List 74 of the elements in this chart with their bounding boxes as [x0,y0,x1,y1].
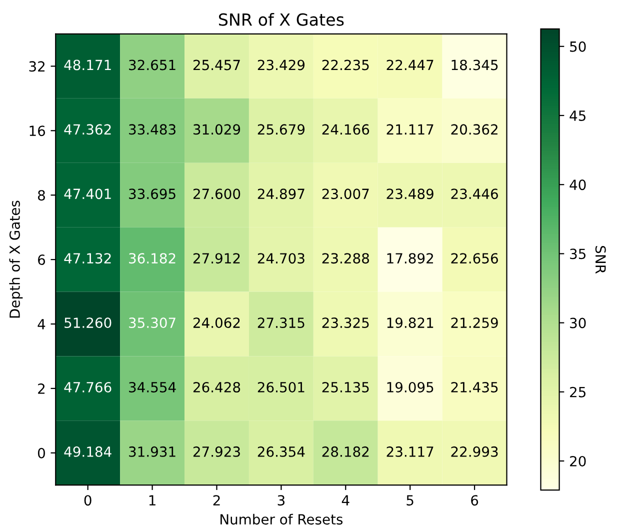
data-label: 24.703 [258,253,304,264]
data-label: 21.259 [451,318,498,328]
data-label: 28.182 [322,446,369,457]
x-tick-label: 4 [342,495,350,506]
data-label: 25.457 [193,60,240,70]
y-tick-label: 4 [38,319,46,330]
data-label: 26.428 [193,382,240,392]
data-label: 22.993 [451,446,498,457]
color-bar-label: 20 [570,456,586,466]
data-label: 25.135 [322,382,369,392]
data-label: 47.401 [64,188,111,200]
data-label: 23.429 [258,60,305,70]
data-label: 31.029 [194,124,240,135]
y-tick-label: 6 [38,254,46,266]
data-label: 27.912 [193,253,240,264]
data-label: 47.132 [64,253,111,264]
color-bar-title: SNR [595,246,606,274]
data-label: 27.315 [258,318,304,328]
data-label: 19.821 [387,318,434,328]
data-label: 33.483 [129,124,176,135]
color-bar-label: 50 [570,41,586,52]
data-label: 36.182 [129,253,176,264]
color-bar-label: 40 [570,180,586,190]
data-label: 24.166 [322,124,370,135]
color-bar-label: 25 [570,386,586,398]
data-label: 23.007 [322,188,369,200]
data-label: 21.117 [386,124,434,134]
data-label: 20.362 [451,124,498,135]
y-tick-label: 32 [29,61,45,72]
data-label: 23.288 [322,253,369,264]
y-tick-label: 16 [30,126,46,136]
data-label: 23.446 [451,188,498,200]
x-tick-label: 2 [213,495,220,506]
data-label: 49.184 [64,446,112,457]
data-label: 23.489 [386,188,434,200]
y-tick-label: 8 [38,190,45,201]
data-label: 25.679 [258,124,305,135]
data-label: 23.325 [322,318,369,328]
color-bar-label: 30 [570,318,586,328]
data-label: 48.171 [64,60,111,70]
color-bar-label: 35 [570,248,586,260]
data-label: 17.892 [387,253,433,264]
data-label: 33.695 [129,188,176,200]
y-tick-label: 2 [38,383,45,394]
data-label: 26.354 [258,446,305,457]
data-label: 21.435 [451,382,498,392]
data-label: 47.766 [64,382,112,392]
data-label: 34.554 [129,382,176,392]
data-label: 24.062 [193,318,240,328]
data-label: 51.260 [64,318,112,328]
data-label: 32.651 [129,60,176,70]
data-label: 23.117 [386,446,434,457]
x-tick-label: 0 [84,495,92,506]
data-label: 31.931 [129,446,176,457]
data-label: 18.345 [452,60,498,70]
data-label: 24.897 [258,188,304,200]
y-tick-label: 0 [38,448,45,458]
data-label: 22.447 [386,60,434,70]
data-label: 19.095 [387,382,434,392]
data-label: 22.235 [322,60,369,70]
x-tick-label: 1 [149,495,156,506]
chart-title: SNR of X Gates [218,12,344,26]
y-axis-title: Depth of X Gates [9,200,23,318]
x-tick-label: 5 [406,495,414,506]
data-label: 22.656 [451,253,498,264]
x-axis-title: Number of Resets [220,514,343,525]
color-bar-label: 45 [570,110,586,121]
x-tick-label: 3 [278,495,284,506]
data-label: 27.923 [193,446,240,457]
x-tick-label: 6 [471,495,478,506]
data-label: 26.501 [258,382,304,392]
data-label: 27.600 [193,188,240,200]
data-label: 47.362 [64,124,111,135]
data-label: 35.307 [129,318,176,328]
